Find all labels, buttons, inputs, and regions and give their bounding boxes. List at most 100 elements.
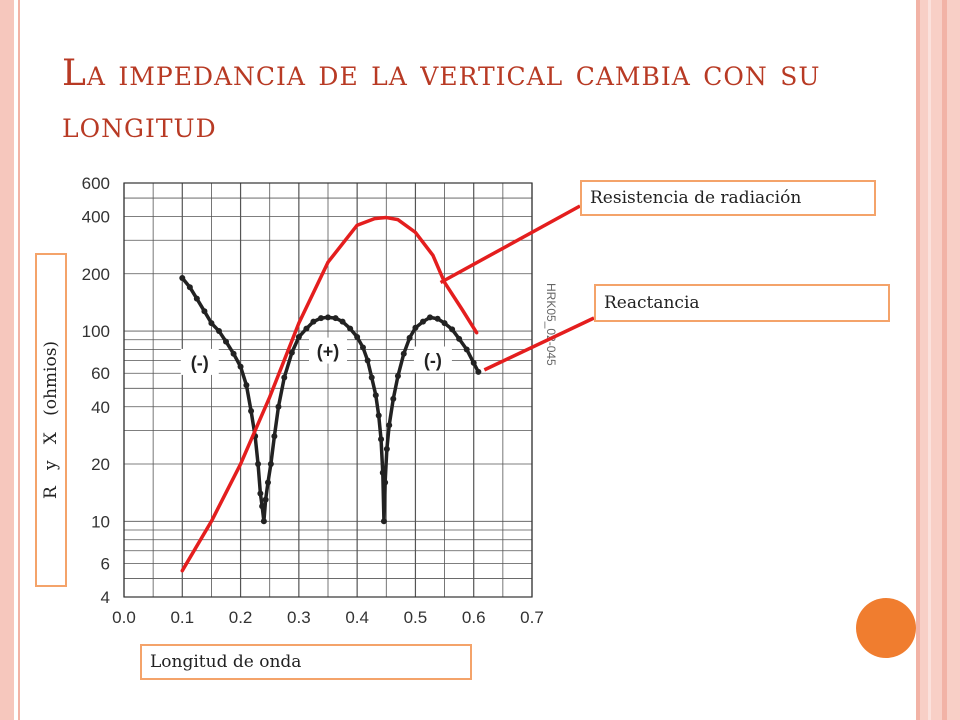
- reactance-point: [216, 328, 223, 335]
- reactance-point: [237, 363, 244, 370]
- region-sign-label: (-): [191, 353, 209, 373]
- y-tick-label: 400: [82, 208, 110, 227]
- reactance-leader-line: [483, 316, 595, 372]
- reactance-point: [339, 318, 346, 325]
- x-tick-label: 0.4: [345, 608, 369, 627]
- reactance-point: [427, 314, 433, 321]
- reactance-point: [186, 284, 193, 291]
- reactance-point: [412, 324, 419, 331]
- chart-grid: [123, 182, 533, 598]
- reactance-point: [303, 325, 310, 332]
- callout-reactance: Reactancia: [594, 284, 890, 322]
- reactance-point: [380, 518, 387, 525]
- reactance-point: [386, 422, 393, 429]
- reactance-point: [406, 334, 413, 341]
- reactance-point: [470, 359, 477, 366]
- reactance-point: [248, 407, 255, 414]
- reactance-point: [208, 320, 215, 327]
- reactance-point: [359, 344, 366, 351]
- reactance-point: [368, 374, 375, 381]
- reactance-point: [475, 368, 482, 375]
- radiation-resistance-curve: [180, 215, 479, 573]
- reactance-point: [372, 392, 379, 399]
- slide-title: La impedancia de la vertical cambia con …: [62, 53, 821, 146]
- reactance-point: [382, 479, 389, 486]
- y-tick-label: 200: [82, 265, 110, 284]
- reactance-point: [260, 518, 267, 525]
- x-axis-label-callout: Longitud de onda: [140, 644, 472, 680]
- reactance-point: [193, 295, 200, 302]
- reactance-point: [441, 320, 448, 327]
- y-axis-label: R y X (ohmios): [41, 340, 61, 500]
- region-label-bg: [413, 346, 452, 373]
- reactance-point: [255, 461, 262, 468]
- y-tick-label: 100: [82, 322, 110, 341]
- x-tick-label: 0.7: [520, 608, 544, 627]
- x-tick-label: 0.0: [112, 608, 136, 627]
- slide-right-border: [916, 0, 960, 720]
- x-tick-label: 0.3: [287, 608, 311, 627]
- y-tick-label: 20: [91, 455, 110, 474]
- reactance-point: [400, 350, 407, 357]
- reactance-point: [310, 318, 317, 325]
- chart-series: [179, 215, 482, 573]
- reactance-point: [390, 395, 397, 402]
- border-stripe: [916, 0, 920, 720]
- reactance-point: [257, 490, 264, 497]
- reactance-point: [332, 315, 339, 322]
- reactance-point: [179, 275, 186, 282]
- reactance-point: [318, 315, 325, 322]
- region-sign-label: (-): [424, 351, 442, 371]
- reactance-point: [259, 503, 266, 510]
- reactance-point: [449, 326, 456, 333]
- reactance-point: [201, 308, 208, 315]
- x-tick-label: 0.1: [170, 608, 194, 627]
- x-tick-label: 0.2: [229, 608, 253, 627]
- reactance-point: [230, 350, 237, 357]
- reactance-point: [463, 346, 470, 353]
- chart-ticks: 0.0 0.1 0.2 0.3 0.4 0.5 0.6 0.7 4 6 10 20 40 60 100 200…: [82, 174, 558, 627]
- reactance-point: [325, 314, 331, 321]
- reactance-point: [364, 357, 371, 364]
- reactance-point: [267, 461, 274, 468]
- reactance-point: [275, 403, 282, 410]
- callout-radiation-resistance: Resistencia de radiación: [580, 180, 876, 216]
- slide-left-border: [0, 0, 14, 720]
- reactance-point: [420, 318, 427, 325]
- plot-frame: [123, 182, 533, 598]
- reactance-point: [394, 373, 401, 380]
- reactance-curve: [180, 276, 481, 524]
- radiation-leader-line: [439, 204, 581, 285]
- reactance-point: [271, 433, 278, 440]
- figure-watermark: HRK05_02-045: [544, 283, 558, 366]
- reactance-point: [262, 496, 269, 503]
- y-axis-label-box: R y X (ohmios): [35, 253, 67, 587]
- reactance-point: [288, 349, 295, 356]
- chart-region-labels: (-) (+) (-): [180, 337, 452, 375]
- reactance-point: [354, 334, 361, 341]
- border-stripe: [928, 0, 931, 720]
- y-tick-label: 600: [82, 174, 110, 193]
- reactance-point: [295, 334, 302, 341]
- border-stripe: [942, 0, 947, 720]
- reactance-point: [379, 469, 386, 476]
- y-tick-label: 6: [101, 554, 110, 573]
- decorative-circle: [856, 598, 916, 658]
- x-tick-label: 0.6: [462, 608, 486, 627]
- reactance-point: [264, 479, 271, 486]
- y-tick-label: 10: [91, 512, 110, 531]
- reactance-point: [434, 315, 441, 322]
- x-tick-label: 0.5: [404, 608, 428, 627]
- reactance-point: [378, 436, 385, 443]
- slide-left-border-line: [18, 0, 20, 720]
- reactance-point: [456, 335, 463, 342]
- reactance-point: [383, 445, 390, 452]
- region-label-bg: [309, 337, 347, 364]
- region-label-bg: [180, 348, 219, 375]
- reactance-point: [223, 338, 229, 345]
- region-sign-label: (+): [317, 342, 340, 362]
- reactance-point: [347, 325, 354, 332]
- callout-leaders: [439, 204, 595, 372]
- reactance-point: [281, 374, 288, 381]
